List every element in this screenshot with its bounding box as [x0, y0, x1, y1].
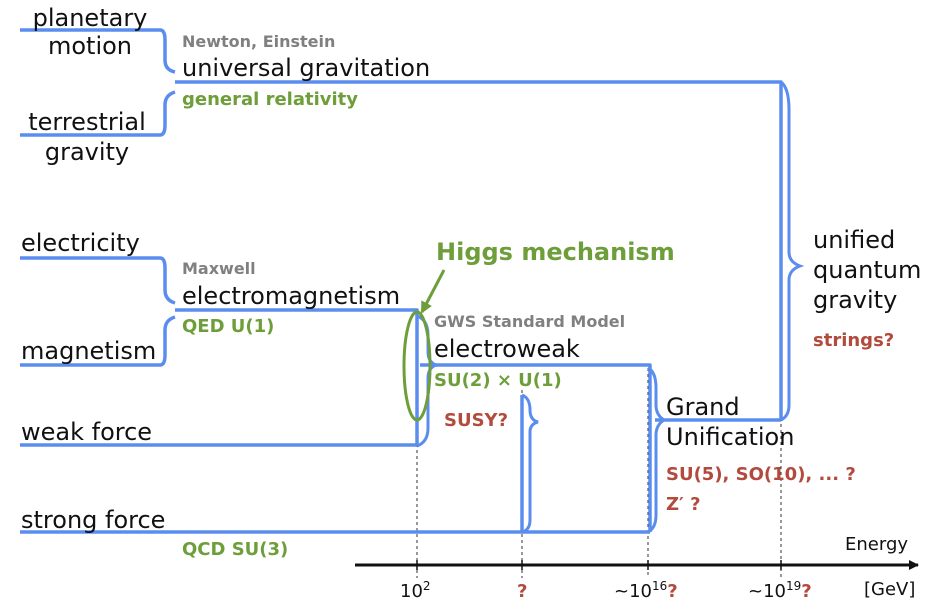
qcd-label: QCD SU(3) [182, 539, 289, 560]
brace-susy [521, 393, 539, 534]
tick-label-10e16: ~1016? [614, 580, 678, 602]
gut-zprime: Z′ ? [666, 494, 701, 515]
axis-unit: [GeV] [864, 579, 916, 600]
brace-quantum-gravity [779, 80, 805, 422]
line-magnetism [20, 315, 176, 367]
gut-groups: SU(5), SO(10), ... ? [666, 464, 856, 485]
brace-grand-unification [647, 366, 667, 534]
gravitation-authors: Newton, Einstein [182, 32, 336, 51]
gut-name-line2: Unification [666, 423, 795, 451]
ew-group: SU(2) × U(1) [434, 370, 562, 391]
em-theory: QED U(1) [182, 316, 275, 337]
quantum-gravity-theory: strings? [813, 330, 895, 351]
quantum-gravity-line2: quantum [813, 256, 922, 284]
label-planetary-motion-line1: planetary [32, 4, 148, 32]
label-terrestrial-gravity-line1: terrestrial [28, 108, 146, 136]
label-planetary-motion-line2: motion [47, 32, 133, 60]
higgs-label: Higgs mechanism [436, 238, 675, 266]
susy-label: SUSY? [444, 410, 509, 431]
line-electroweak [420, 363, 652, 532]
quantum-gravity-name: unified quantum gravity [813, 228, 921, 312]
gravitation-theory: general relativity [182, 89, 358, 110]
line-electricity [20, 256, 176, 305]
tick-label-susy: ? [517, 581, 528, 602]
line-electromagnetism [175, 308, 419, 445]
tick-10e16-suffix: ? [667, 581, 678, 602]
tick-10e19-exp: 19 [786, 579, 802, 593]
tick-10e16-base: ~10 [614, 581, 652, 602]
tick-10e2-base: 10 [400, 581, 423, 602]
em-authors: Maxwell [182, 259, 256, 278]
quantum-gravity-line3: gravity [813, 286, 898, 314]
label-magnetism: magnetism [21, 337, 157, 365]
quantum-gravity-line1: unified [813, 226, 896, 254]
ew-name: electroweak [434, 335, 580, 363]
gravitation-name: universal gravitation [182, 54, 431, 82]
label-planetary-motion: planetary motion [15, 6, 165, 58]
tick-label-10e2: 102 [400, 580, 431, 602]
label-terrestrial-gravity: terrestrial gravity [12, 110, 162, 164]
tick-10e19-base: ~10 [748, 581, 786, 602]
tick-label-10e19: ~1019? [748, 580, 812, 602]
label-electricity: electricity [21, 229, 140, 257]
line-terrestrial-gravity [20, 90, 176, 137]
tick-10e16-exp: 16 [652, 579, 668, 593]
gut-name-line1: Grand [666, 393, 740, 421]
em-name: electromagnetism [182, 282, 401, 310]
ew-authors: GWS Standard Model [434, 312, 626, 331]
axis-label: Energy [845, 534, 909, 555]
gut-name: Grand Unification [666, 395, 794, 449]
label-weak-force: weak force [21, 418, 153, 446]
higgs-arrow [420, 269, 446, 314]
tick-10e2-exp: 2 [422, 579, 431, 593]
label-terrestrial-gravity-line2: gravity [44, 138, 130, 166]
tick-10e19-suffix: ? [801, 581, 812, 602]
higgs-ellipse [402, 310, 432, 422]
line-planetary-motion [20, 28, 176, 74]
label-strong-force: strong force [21, 506, 166, 534]
